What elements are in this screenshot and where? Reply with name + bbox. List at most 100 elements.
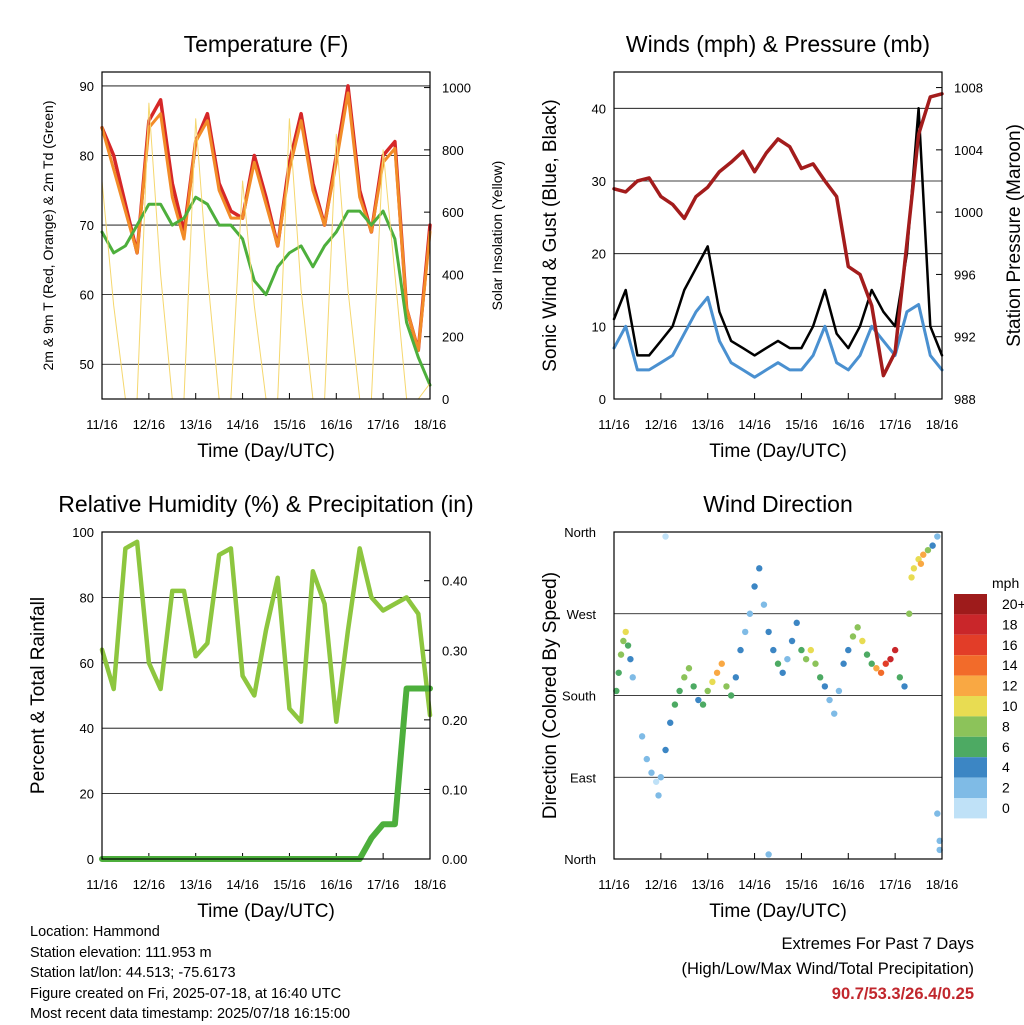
sonic-wind-line: [612, 295, 944, 379]
x-tick-label: 12/16: [133, 877, 166, 892]
y-axis-label: Percent & Total Rainfall: [28, 597, 49, 794]
y-tick-label: 50: [80, 357, 94, 372]
direction-point: [906, 610, 913, 617]
x-tick-label: 14/16: [226, 877, 259, 892]
y2-tick-label: 1008: [954, 81, 983, 96]
x-tick-label: 18/16: [926, 877, 959, 892]
direction-point: [690, 683, 697, 690]
direction-point: [863, 651, 871, 658]
direction-point: [877, 669, 885, 676]
direction-point: [613, 687, 620, 695]
direction-point: [704, 687, 711, 695]
direction-point: [765, 628, 772, 636]
y-tick-label: 40: [80, 721, 94, 736]
y2-tick-label: 800: [442, 143, 464, 158]
direction-point: [695, 696, 702, 704]
recent-text: Most recent data timestamp: 2025/07/18 1…: [30, 1006, 351, 1022]
x-tick-label: 14/16: [738, 877, 771, 892]
legend-label: 12: [1002, 678, 1018, 694]
dewpoint-line: [100, 195, 432, 387]
y-tick-label: 90: [80, 79, 94, 94]
y-tick-label: West: [567, 607, 597, 622]
direction-point: [657, 774, 665, 781]
legend-swatch: [954, 696, 987, 717]
x-tick-label: 12/16: [645, 877, 678, 892]
direction-point: [638, 733, 646, 740]
created-text: Figure created on Fri, 2025-07-18, at 16…: [30, 985, 342, 1002]
winds-pressure-panel: Winds (mph) & Pressure (mb) Time (Day/UTC…: [540, 31, 1024, 462]
y-tick-label: 80: [80, 148, 94, 163]
x-axis-label: Time (Day/UTC): [197, 901, 335, 922]
direction-point: [774, 660, 782, 667]
y-tick-label: 20: [80, 787, 94, 802]
y2-tick-label: 400: [442, 267, 464, 282]
x-axis-label: Time (Day/UTC): [709, 901, 847, 922]
y2-tick-label: 1004: [954, 143, 983, 158]
direction-point: [756, 565, 763, 572]
direction-point: [655, 792, 662, 799]
direction-point: [934, 810, 941, 817]
legend-label: 18: [1002, 616, 1018, 632]
legend-swatch: [954, 777, 987, 798]
legend-swatch: [954, 675, 987, 696]
x-tick-label: 16/16: [320, 877, 353, 892]
y-tick-label: 40: [592, 101, 606, 116]
direction-point: [622, 628, 629, 636]
panel-title: Winds (mph) & Pressure (mb): [626, 31, 930, 57]
x-tick-label: 16/16: [320, 417, 353, 432]
gust-line: [612, 107, 944, 357]
elevation-text: Station elevation: 111.953 m: [30, 944, 212, 961]
panel-title: Wind Direction: [703, 491, 853, 517]
direction-point: [891, 646, 899, 654]
direction-point: [816, 674, 824, 681]
direction-point: [882, 660, 889, 667]
direction-point: [742, 628, 749, 636]
legend-swatch: [954, 614, 987, 635]
legend-swatch: [954, 736, 987, 758]
direction-point: [648, 769, 655, 776]
direction-point: [924, 546, 932, 554]
y-tick-label: 70: [80, 218, 94, 233]
x-tick-label: 17/16: [879, 417, 912, 432]
direction-point: [718, 660, 725, 667]
direction-point: [934, 533, 941, 540]
direction-point: [713, 669, 721, 676]
direction-point: [807, 646, 814, 654]
direction-point: [788, 637, 796, 645]
y-axis-label: 2m & 9m T (Red, Orange) & 2m Td (Green): [40, 101, 56, 371]
x-tick-label: 15/16: [273, 417, 306, 432]
legend-label: 2: [1002, 780, 1010, 796]
x-tick-label: 11/16: [86, 877, 118, 892]
direction-point: [620, 637, 627, 645]
direction-point: [629, 674, 636, 681]
x-tick-label: 17/16: [879, 877, 912, 892]
direction-point: [784, 655, 791, 663]
y-tick-label: 60: [80, 288, 94, 303]
direction-point: [751, 583, 758, 590]
direction-point: [727, 692, 735, 699]
y2-tick-label: 0: [442, 392, 449, 407]
y2-tick-label: 0.20: [442, 713, 467, 728]
direction-point: [896, 674, 904, 681]
x-tick-label: 15/16: [273, 877, 306, 892]
direction-point: [936, 846, 943, 854]
location-text: Location: Hammond: [30, 924, 160, 940]
x-tick-label: 13/16: [179, 417, 212, 432]
legend-swatch: [954, 655, 987, 676]
direction-point: [643, 755, 650, 763]
direction-point: [798, 646, 805, 654]
direction-point: [617, 651, 625, 658]
x-tick-label: 16/16: [832, 877, 865, 892]
legend-swatch: [954, 594, 987, 615]
y-tick-label: 60: [80, 656, 94, 671]
speed-color-legend: mph 20+ 18 16 14 12 10 8 6 4 2 0: [954, 575, 1024, 819]
direction-point: [826, 696, 833, 704]
direction-point: [746, 610, 754, 617]
x-axis-label: Time (Day/UTC): [709, 441, 847, 462]
y2-tick-label: 1000: [442, 81, 471, 96]
y2-tick-label: 0.30: [442, 643, 467, 658]
y2-tick-label: 988: [954, 392, 976, 407]
legend-title: mph: [992, 575, 1019, 591]
y2-tick-label: 992: [954, 330, 976, 345]
y-tick-label: 80: [80, 590, 94, 605]
